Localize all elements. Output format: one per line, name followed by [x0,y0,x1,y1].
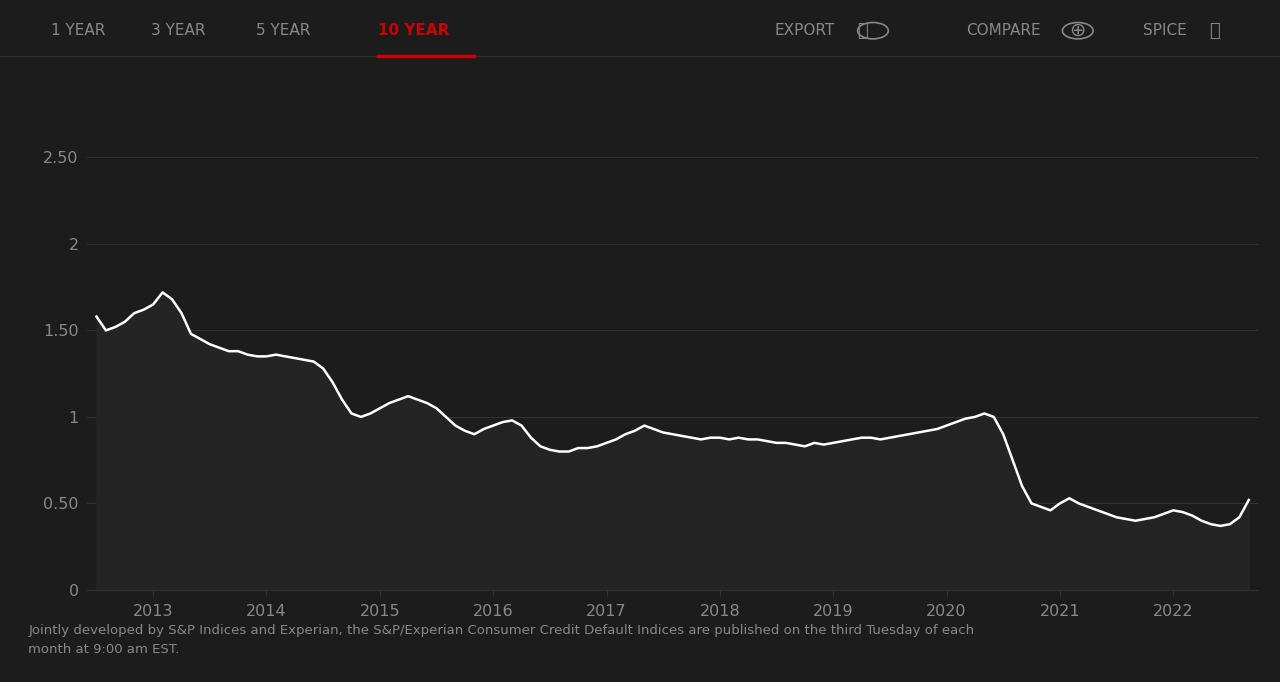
Text: Jointly developed by S&P Indices and Experian, the S&P/Experian Consumer Credit : Jointly developed by S&P Indices and Exp… [28,624,974,655]
Text: 10 YEAR: 10 YEAR [378,23,449,38]
Text: ⊕: ⊕ [1069,21,1085,40]
Text: COMPARE: COMPARE [966,23,1041,38]
Text: SPICE: SPICE [1143,23,1187,38]
Text: ⓥ: ⓥ [858,22,868,40]
Text: 1 YEAR: 1 YEAR [51,23,105,38]
Text: ⧉: ⧉ [1210,22,1220,40]
Text: 3 YEAR: 3 YEAR [151,23,206,38]
Text: EXPORT: EXPORT [774,23,835,38]
Text: 5 YEAR: 5 YEAR [256,23,310,38]
